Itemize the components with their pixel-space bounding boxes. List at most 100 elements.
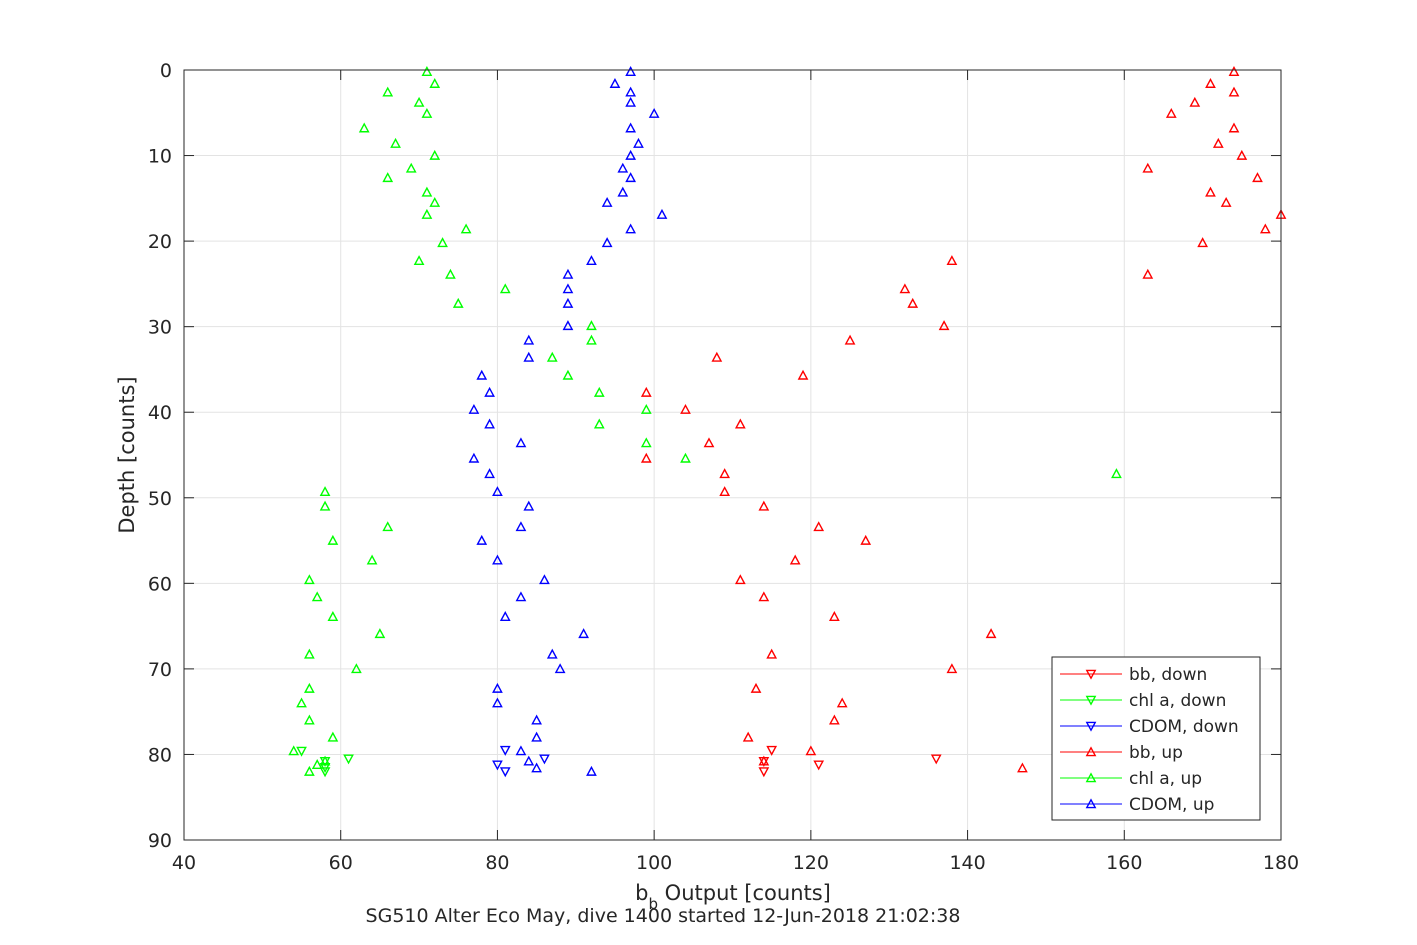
data-point: [319, 767, 331, 778]
y-axis-label: Depth [counts]: [115, 376, 139, 533]
data-point: [836, 697, 848, 708]
data-point: [680, 452, 691, 463]
data-point: [985, 628, 997, 639]
y-tick-label: 90: [148, 830, 172, 852]
data-point: [539, 754, 550, 765]
data-point: [499, 767, 511, 778]
legend-marker: [1085, 746, 1097, 757]
data-point: [319, 755, 331, 766]
data-point: [758, 767, 770, 778]
data-point: [296, 697, 307, 708]
data-point: [445, 268, 456, 279]
data-point: [429, 149, 441, 160]
data-point: [413, 255, 425, 266]
x-tick-label: 120: [793, 852, 829, 874]
data-point: [405, 162, 417, 173]
data-point: [593, 386, 605, 397]
data-point: [523, 755, 535, 766]
data-point: [413, 96, 425, 107]
axis-ticks: 40 60 80 100 120 140 160 180 0 10 20 30 40 50 60 70 80 90: [148, 60, 1299, 874]
data-point: [499, 611, 511, 621]
data-point: [625, 172, 637, 183]
x-axis-label: bb Output [counts]: [635, 881, 831, 913]
data-point: [813, 760, 825, 771]
data-point: [578, 628, 589, 639]
data-point: [492, 697, 503, 708]
data-point: [452, 297, 464, 308]
data-point: [1205, 186, 1216, 197]
data-point: [327, 611, 339, 621]
data-point: [586, 334, 597, 345]
data-point: [515, 437, 527, 448]
data-point: [930, 754, 942, 765]
data-point: [656, 208, 668, 219]
data-point: [523, 334, 535, 345]
data-point: [789, 554, 801, 565]
data-point: [617, 162, 629, 173]
data-point: [468, 403, 480, 414]
data-point: [484, 468, 495, 479]
data-point: [719, 486, 731, 497]
data-point: [758, 500, 770, 511]
data-point: [625, 66, 637, 76]
data-point: [1017, 762, 1028, 773]
x-tick-label: 80: [485, 852, 509, 874]
legend: bb, down chl a, down CDOM, down bb, up chl a…: [1051, 656, 1261, 821]
data-point: [1205, 78, 1216, 88]
data-point: [1142, 162, 1154, 173]
x-tick-label: 60: [329, 852, 353, 874]
legend-marker: [1085, 721, 1097, 732]
data-point: [484, 386, 495, 397]
data-point: [601, 196, 613, 207]
x-tick-label: 100: [636, 852, 672, 874]
data-point: [711, 351, 723, 362]
data-point: [703, 437, 715, 448]
data-point: [586, 320, 597, 331]
data-point: [805, 745, 817, 756]
data-point: [844, 334, 856, 345]
data-point: [437, 237, 448, 248]
data-point: [343, 754, 354, 765]
data-point: [1228, 66, 1240, 76]
data-point: [601, 237, 613, 248]
data-point: [625, 223, 637, 234]
data-point: [1165, 107, 1177, 118]
data-point: [303, 765, 315, 776]
data-point: [374, 628, 386, 639]
data-point: [531, 762, 542, 773]
data-point: [625, 149, 637, 160]
data-point: [421, 107, 433, 118]
data-point: [523, 351, 535, 362]
data-point: [766, 648, 778, 659]
data-point: [625, 86, 637, 97]
data-point: [460, 223, 472, 234]
data-point: [429, 196, 441, 207]
data-point: [1236, 149, 1248, 160]
data-point: [562, 268, 574, 279]
legend-marker: [1085, 695, 1097, 706]
x-tick-label: 160: [1106, 852, 1142, 874]
data-point: [609, 78, 621, 88]
data-point: [1197, 237, 1209, 248]
data-point: [828, 611, 840, 621]
data-point: [382, 86, 394, 97]
data-point: [1228, 86, 1240, 97]
data-point: [648, 107, 660, 118]
data-point: [586, 765, 597, 776]
data-point: [828, 714, 840, 725]
data-point: [492, 682, 503, 693]
x-tick-label: 40: [172, 852, 196, 874]
y-tick-label: 10: [148, 146, 172, 168]
y-tick-label: 20: [148, 231, 172, 253]
x-tick-label: 140: [949, 852, 985, 874]
data-point: [303, 714, 315, 725]
data-point: [327, 534, 339, 545]
data-point: [492, 554, 503, 565]
data-point: [562, 297, 574, 308]
data-point: [303, 648, 315, 659]
data-point: [899, 283, 911, 294]
data-point: [484, 418, 495, 429]
data-point: [946, 663, 958, 674]
data-point: [429, 78, 441, 88]
data-point: [311, 591, 323, 602]
